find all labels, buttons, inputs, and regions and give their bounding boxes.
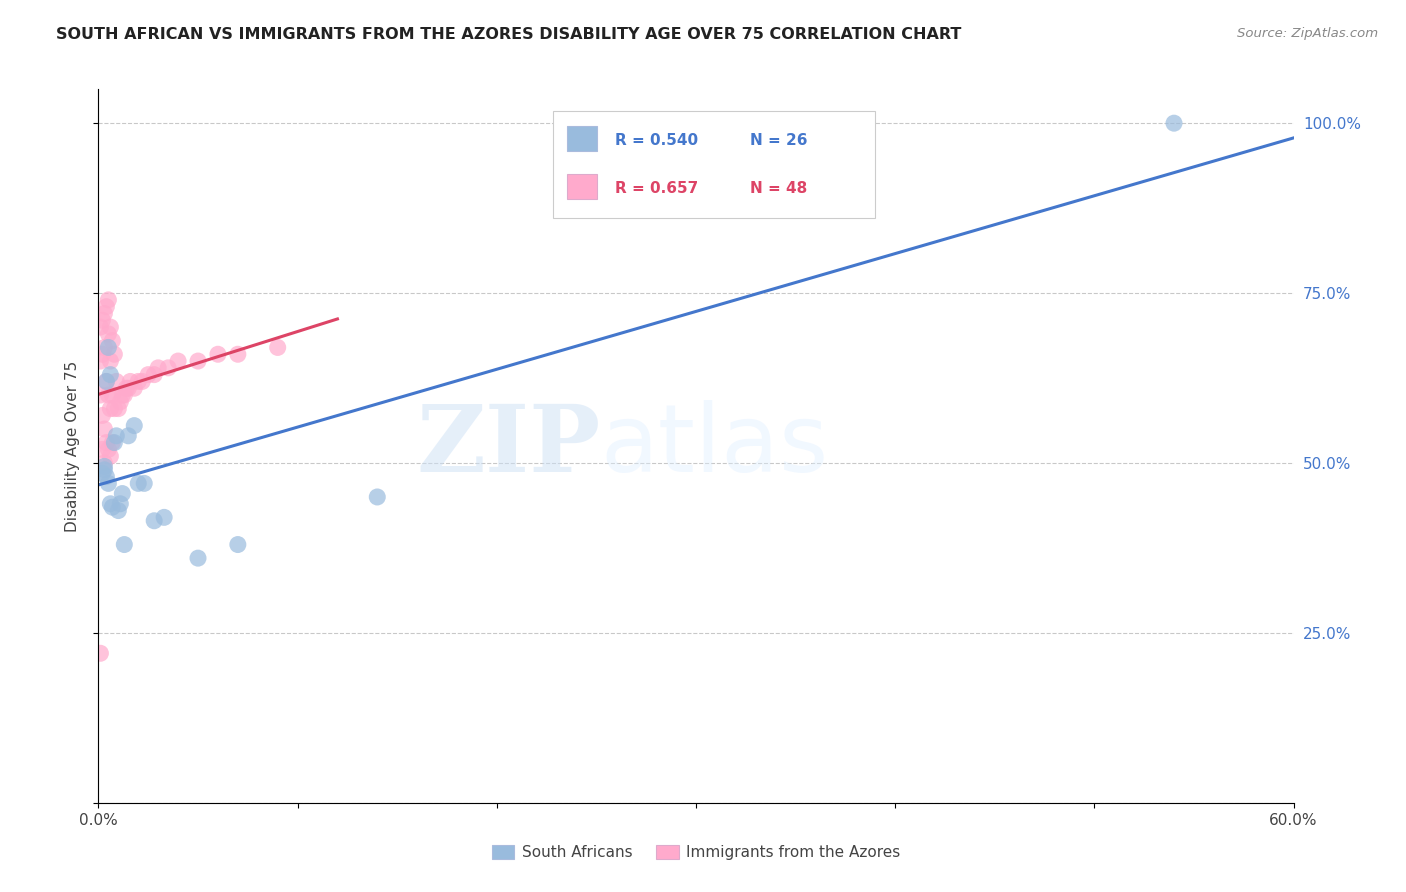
Point (101, 500, 124, 515)
Text: ZIP: ZIP (416, 401, 600, 491)
Point (97, 476, 120, 491)
Text: N = 48: N = 48 (749, 181, 807, 196)
Point (112, 388, 135, 402)
Point (96, 435, 118, 450)
Point (107, 503, 129, 517)
Point (97, 293, 120, 307)
Point (93, 422, 115, 436)
Point (226, 347, 249, 361)
Point (97, 388, 120, 402)
Point (117, 381, 139, 395)
Point (98, 449, 122, 463)
Text: N = 26: N = 26 (749, 133, 807, 148)
Point (112, 537, 135, 551)
Point (89, 646, 111, 660)
Point (91, 313, 114, 327)
Point (167, 354, 190, 368)
Point (131, 375, 153, 389)
Point (127, 476, 149, 491)
Point (111, 486, 134, 500)
Point (117, 429, 139, 443)
Legend: South Africans, Immigrants from the Azores: South Africans, Immigrants from the Azor… (485, 839, 907, 866)
Point (93, 456, 115, 470)
Point (91, 442, 114, 457)
Point (124, 418, 146, 433)
Point (97, 442, 120, 457)
Point (89, 320, 111, 334)
Point (96, 375, 118, 389)
Text: R = 0.540: R = 0.540 (614, 133, 697, 148)
Point (91, 466, 114, 480)
FancyBboxPatch shape (567, 175, 596, 200)
Point (111, 388, 134, 402)
Point (98, 368, 122, 382)
Point (124, 381, 146, 395)
Point (134, 476, 156, 491)
Point (148, 360, 170, 375)
Point (143, 368, 166, 382)
FancyBboxPatch shape (567, 127, 596, 152)
Point (1163, 116, 1185, 130)
Point (226, 537, 249, 551)
Text: atlas: atlas (600, 400, 828, 492)
Point (91, 409, 114, 423)
Point (101, 388, 124, 402)
Text: Source: ZipAtlas.com: Source: ZipAtlas.com (1237, 27, 1378, 40)
Point (107, 401, 129, 416)
Point (127, 375, 149, 389)
Point (101, 334, 124, 348)
Point (101, 435, 124, 450)
Point (187, 354, 209, 368)
Point (98, 354, 122, 368)
Point (93, 463, 115, 477)
Point (105, 429, 128, 443)
Point (207, 347, 229, 361)
Text: SOUTH AFRICAN VS IMMIGRANTS FROM THE AZORES DISABILITY AGE OVER 75 CORRELATION C: SOUTH AFRICAN VS IMMIGRANTS FROM THE AZO… (56, 27, 962, 42)
Point (98, 320, 122, 334)
Point (187, 551, 209, 566)
Point (143, 514, 166, 528)
Point (89, 388, 111, 402)
Point (157, 360, 180, 375)
Point (110, 497, 132, 511)
Point (366, 490, 388, 504)
Point (267, 341, 290, 355)
Point (120, 375, 142, 389)
Point (103, 347, 125, 361)
Text: R = 0.657: R = 0.657 (614, 181, 697, 196)
Point (93, 341, 115, 355)
Point (153, 510, 176, 524)
Point (105, 375, 128, 389)
Point (91, 347, 114, 361)
Point (98, 497, 122, 511)
Point (96, 300, 118, 314)
Point (93, 459, 115, 474)
Point (93, 306, 115, 320)
Point (110, 394, 132, 409)
Point (115, 381, 138, 395)
Point (97, 341, 120, 355)
Y-axis label: Disability Age Over 75: Disability Age Over 75 (65, 360, 80, 532)
FancyBboxPatch shape (553, 111, 876, 218)
Point (98, 401, 122, 416)
Point (103, 435, 125, 450)
Point (97, 326, 120, 341)
Point (96, 469, 118, 483)
Point (96, 375, 118, 389)
Point (89, 354, 111, 368)
Point (136, 368, 159, 382)
Point (103, 401, 125, 416)
